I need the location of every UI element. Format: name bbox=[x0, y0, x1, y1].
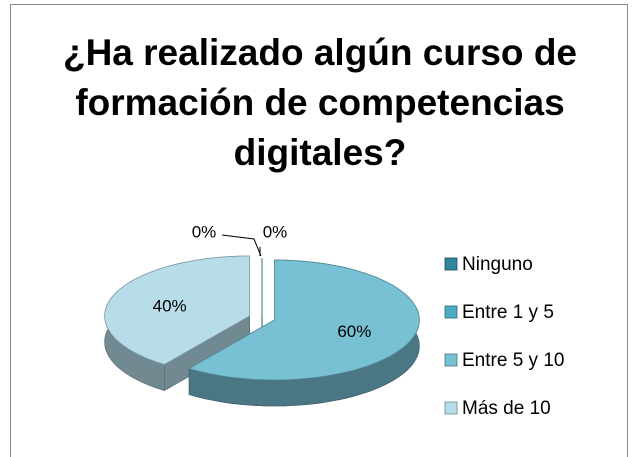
legend-swatch bbox=[444, 353, 458, 367]
chart-frame bbox=[10, 4, 628, 457]
pie-slice bbox=[188, 259, 420, 407]
legend-label: Entre 5 y 10 bbox=[462, 350, 564, 371]
legend-swatch bbox=[444, 401, 458, 415]
chart-title: ¿Ha realizado algún curso de formación d… bbox=[62, 32, 577, 173]
legend-label: Entre 1 y 5 bbox=[462, 302, 554, 323]
legend-swatch bbox=[444, 257, 458, 271]
data-label: 60% bbox=[337, 322, 371, 341]
slice-top bbox=[104, 255, 250, 365]
data-label: 40% bbox=[153, 297, 187, 316]
pie-slice bbox=[104, 255, 250, 392]
data-label: 0% bbox=[192, 222, 217, 241]
leader-line bbox=[221, 234, 262, 257]
legend-label: Ninguno bbox=[462, 254, 533, 275]
slice-top bbox=[188, 259, 420, 381]
data-label: 0% bbox=[263, 222, 288, 241]
legend-swatch bbox=[444, 305, 458, 319]
legend-label: Más de 10 bbox=[462, 398, 551, 419]
